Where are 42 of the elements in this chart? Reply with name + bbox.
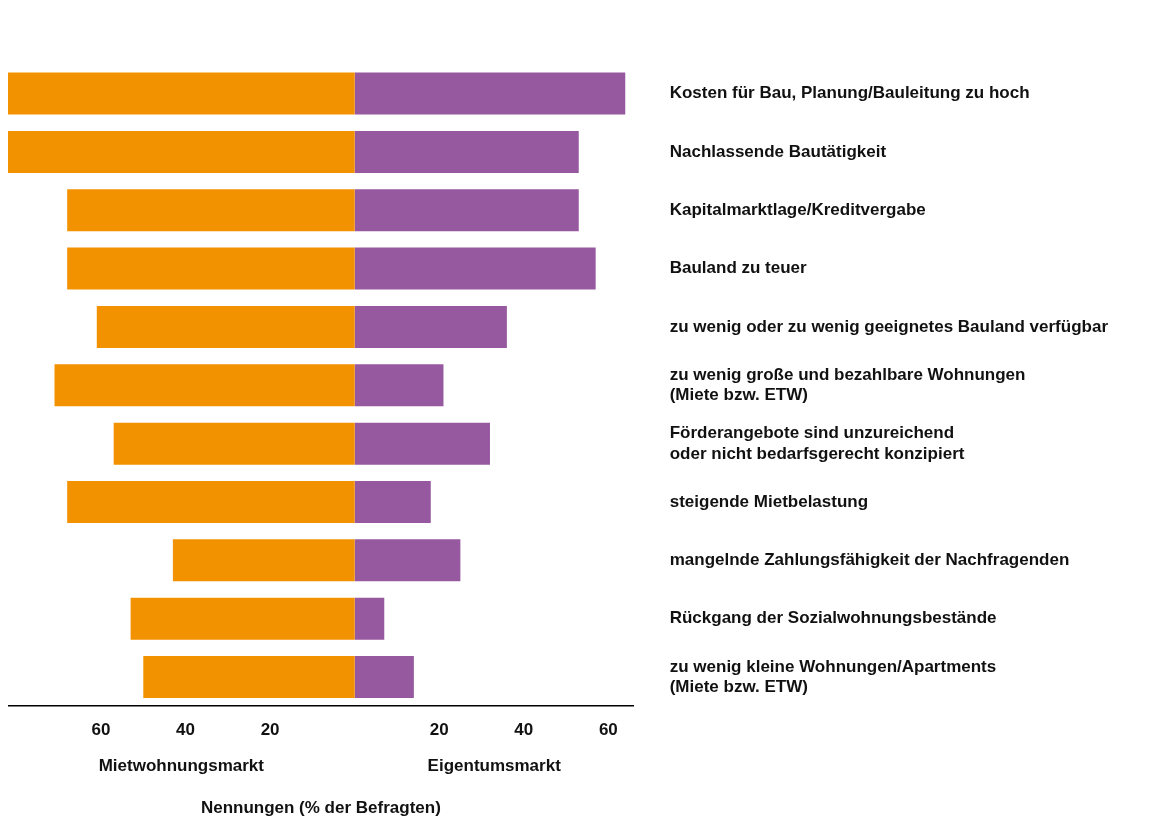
bar [354,364,444,407]
bar [130,597,355,640]
bar [354,480,431,523]
bar [354,656,414,699]
bar [67,480,355,523]
bar [354,247,596,290]
text: Mietwohnungsmarkt [98,755,265,775]
y-tick-label: Bauland zu teuer [669,258,808,278]
y-tick-label: zu wenig oder zu wenig geeignetes Bauland verfügbar [669,316,1109,336]
bar [8,130,355,173]
x-tick-label: 60 [91,720,111,740]
bar [143,656,355,699]
bar [54,364,355,407]
y-tick-label: zu wenig kleine Wohnungen/Apartments (Miete bzw. ETW) [669,656,997,696]
y-tick-label: Rückgang der Sozialwohnungsbestände [669,608,997,628]
bar [354,130,579,173]
bar [354,597,385,640]
x-tick-label: 40 [514,720,534,740]
bar [354,305,507,348]
bar [172,539,355,582]
y-tick-label: Förderangebote sind unzureichend oder nicht bedarfsgerecht konzipiert [669,423,965,463]
bar [354,72,626,115]
x-tick-label: 20 [429,720,449,740]
bar [67,189,355,232]
y-tick-label: steigende Mietbelastung [669,491,869,511]
x-axis-title: Nennungen (% der Befragten) [200,798,441,818]
bar [354,189,579,232]
x-tick-label: 20 [260,720,280,740]
y-tick-label: zu wenig große und bezahlbare Wohnungen (Miete bzw. ETW) [669,364,1026,405]
y-tick-label: Kosten für Bau, Planung/Bauleitung zu hoch [669,83,1030,103]
bar [8,72,355,115]
bar [354,539,461,582]
y-tick-label: Nachlassende Bautätigkeit [669,141,887,161]
bar [67,247,355,290]
y-tick-label: Kapitalmarktlage/Kreditvergabe [669,199,926,219]
x-tick-label: 40 [176,720,196,740]
bar [354,422,490,465]
x-tick-label: 60 [598,720,618,740]
text: Eigentumsmarkt [427,755,562,775]
y-tick-label: mangelnde Zahlungsfähigkeit der Nachfragenden [669,550,1070,570]
bar [96,305,355,348]
bar [113,422,355,465]
